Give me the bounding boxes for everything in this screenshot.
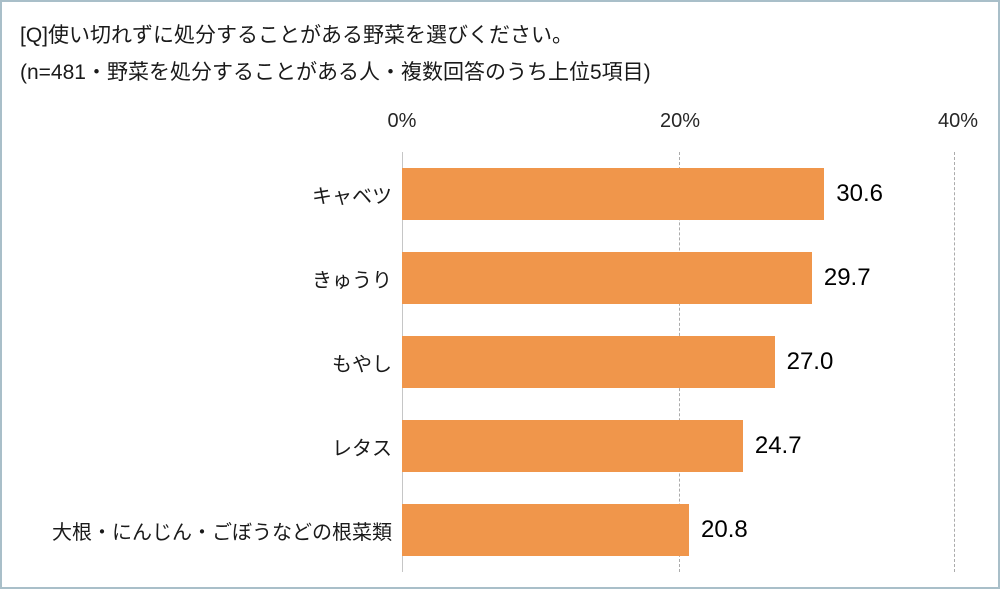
x-tick-0: 0% xyxy=(387,110,417,132)
bar-track: 29.7 xyxy=(402,236,954,320)
chart-title: [Q]使い切れずに処分することがある野菜を選びください。 xyxy=(20,24,574,47)
category-label: きゅうり xyxy=(312,269,392,292)
bar-value-label: 30.6 xyxy=(836,180,883,207)
bar-row: きゅうり 29.7 xyxy=(10,236,984,320)
bar-row: レタス 24.7 xyxy=(10,404,984,488)
category-label: もやし xyxy=(332,353,392,376)
bar-value-label: 20.8 xyxy=(701,516,748,543)
bar xyxy=(402,168,825,220)
x-axis: 0% 20% 40% xyxy=(388,110,978,138)
bar xyxy=(402,252,812,304)
category-label: 大根・にんじん・ごぼうなどの根菜類 xyxy=(52,521,392,544)
category-label: キャベツ xyxy=(312,185,392,208)
bar-value-label: 29.7 xyxy=(823,264,871,291)
category-label: レタス xyxy=(332,437,392,460)
x-tick-40: 40% xyxy=(937,110,979,132)
bar-value-label: 27.0 xyxy=(786,348,834,375)
bar xyxy=(402,420,743,472)
bar-track: 27.0 xyxy=(402,320,954,404)
bar-track: 30.6 xyxy=(402,152,954,236)
bar-row: もやし 27.0 xyxy=(10,320,984,404)
x-tick-20: 20% xyxy=(659,110,701,132)
chart-header: [Q]使い切れずに処分することがある野菜を選びください。 (n=481・野菜を処… xyxy=(2,2,998,92)
bar-row: キャベツ 30.6 xyxy=(10,152,984,236)
plot-wrap: キャベツ 30.6 きゅうり 29.7 もやし xyxy=(10,152,984,572)
bar xyxy=(402,336,775,388)
chart-subtitle: (n=481・野菜を処分することがある人・複数回答のうち上位5項目) xyxy=(20,60,651,84)
bar xyxy=(402,504,690,556)
bar-row: 大根・にんじん・ごぼうなどの根菜類 20.8 xyxy=(10,488,984,572)
plot-rows: キャベツ 30.6 きゅうり 29.7 もやし xyxy=(10,152,984,572)
bar-track: 24.7 xyxy=(402,404,954,488)
bar-track: 20.8 xyxy=(402,488,954,572)
bar-chart: 0% 20% 40% キャベツ 30.6 きゅうり 29.7 xyxy=(10,110,984,572)
bar-value-label: 24.7 xyxy=(754,432,802,459)
